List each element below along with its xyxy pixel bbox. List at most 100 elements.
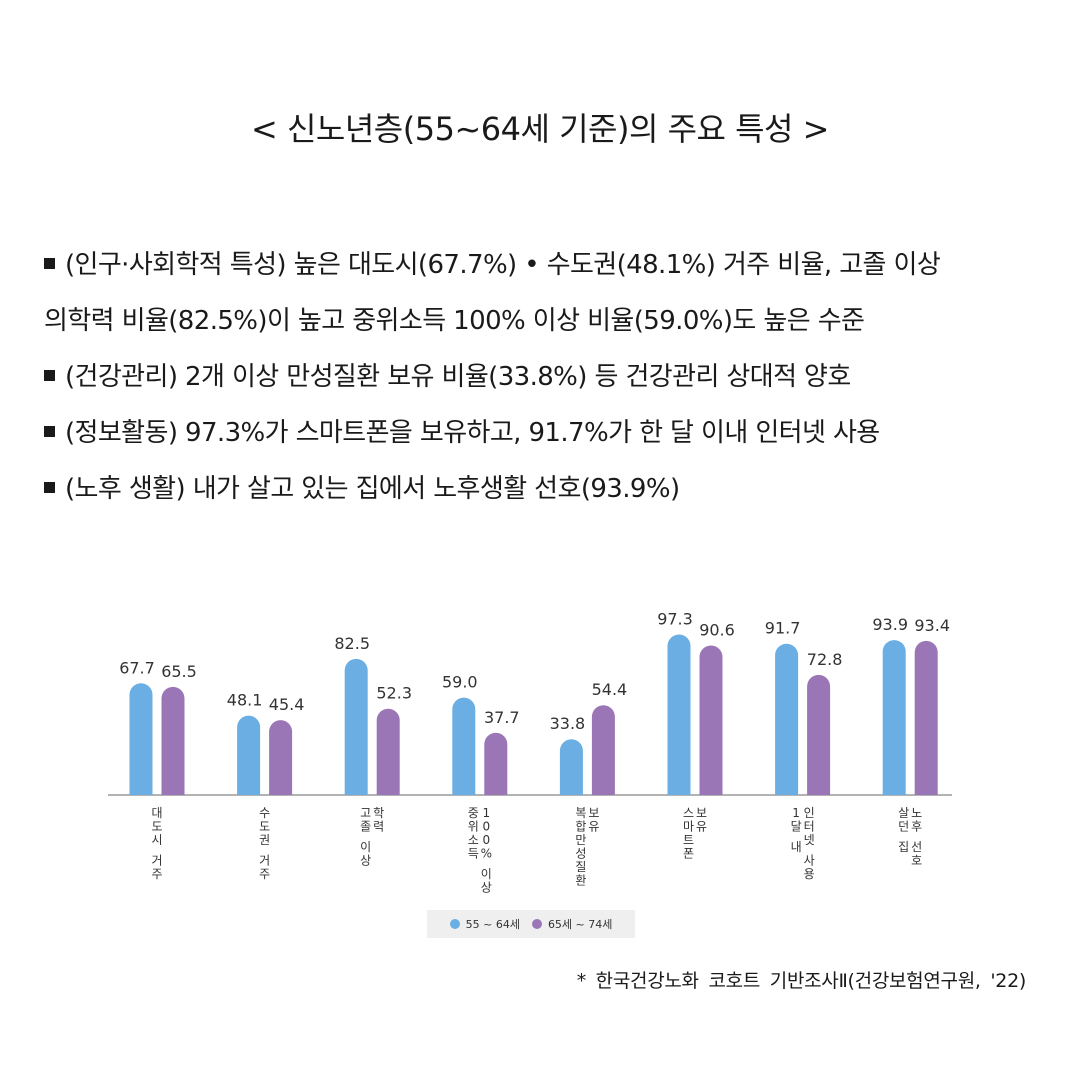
bullet-list: (인구·사회학적 특성) 높은 대도시(67.7%) • 수도권(48.1%) … xyxy=(44,244,1044,524)
category-label-char: 위 xyxy=(468,820,479,834)
data-label: 90.6 xyxy=(699,621,735,640)
bullet-square-icon xyxy=(44,258,55,269)
category-label-char: 이 xyxy=(360,840,371,854)
category-label-char: 시 xyxy=(151,833,162,847)
category-label-char: % xyxy=(481,847,492,861)
category-label-char: 넷 xyxy=(804,833,815,847)
category-label-char: 던 xyxy=(898,820,909,834)
category-label-char: 력 xyxy=(373,820,384,834)
legend-label: 55 ~ 64세 xyxy=(465,918,520,931)
category-label-char: 주 xyxy=(151,867,162,881)
data-label: 37.7 xyxy=(484,708,520,727)
category-label-char: 인 xyxy=(804,806,815,820)
bullet-text: 의학력 비율(82.5%)이 높고 중위소득 100% 이상 비율(59.0%)… xyxy=(44,306,865,336)
category-label-char: 주 xyxy=(259,867,270,881)
data-label: 93.9 xyxy=(872,615,908,634)
category-label-char: 트 xyxy=(683,833,694,847)
category-label-char: 보 xyxy=(696,806,707,820)
category-label-char: 만 xyxy=(575,833,586,847)
category-label-char: 복 xyxy=(575,806,586,820)
bar-65-74 xyxy=(376,708,400,795)
bullet-square-icon xyxy=(44,426,55,437)
category-label-char: 보 xyxy=(588,806,599,820)
category-label-char: 중 xyxy=(468,806,479,820)
category-label-char: 상 xyxy=(360,854,371,868)
data-label: 52.3 xyxy=(376,684,412,703)
category-label-char: 노 xyxy=(911,806,922,820)
category-label-char: 내 xyxy=(791,840,802,854)
bullet-square-icon xyxy=(44,370,55,381)
source-note: * 한국건강노화 코호트 기반조사Ⅱ(건강보험연구원, '22) xyxy=(576,970,1027,992)
category-label-char: 달 xyxy=(791,820,802,834)
data-label: 67.7 xyxy=(119,658,155,677)
category-label-char: 집 xyxy=(898,840,909,854)
bullet-text: (정보활동) 97.3%가 스마트폰을 보유하고, 91.7%가 한 달 이내 … xyxy=(65,418,880,448)
data-label: 48.1 xyxy=(227,691,263,710)
legend-item-55-64: 55 ~ 64세 xyxy=(449,916,520,932)
data-label: 59.0 xyxy=(442,673,478,692)
bar-55-64 xyxy=(452,697,476,795)
bullet-text: (건강관리) 2개 이상 만성질환 보유 비율(33.8%) 등 건강관리 상대… xyxy=(65,362,851,392)
data-label: 93.4 xyxy=(914,616,950,635)
bar-55-64 xyxy=(237,715,261,795)
category-label-char: 유 xyxy=(588,820,599,834)
category-label-char: 고 xyxy=(360,806,371,820)
legend-item-65-74: 65세 ~ 74세 xyxy=(531,916,613,932)
chart-legend: 55 ~ 64세 65세 ~ 74세 xyxy=(427,910,635,938)
category-label-char: 스 xyxy=(683,806,694,820)
data-label: 97.3 xyxy=(657,609,693,628)
category-label-char: 졸 xyxy=(360,820,371,834)
category-label-char: 거 xyxy=(151,854,162,868)
bar-55-64 xyxy=(882,640,906,795)
bullet-line-1-continued: 의학력 비율(82.5%)이 높고 중위소득 100% 이상 비율(59.0%)… xyxy=(44,300,1044,356)
category-label-char: 소 xyxy=(468,833,479,847)
category-label-char: 마 xyxy=(683,820,694,834)
bar-55-64 xyxy=(129,683,153,795)
bullet-line-4: (노후 생활) 내가 살고 있는 집에서 노후생활 선호(93.9%) xyxy=(44,468,1044,524)
category-label-char: 폰 xyxy=(683,847,694,861)
category-label-char: 유 xyxy=(696,820,707,834)
category-label-char: 합 xyxy=(575,820,586,834)
category-label-char: 질 xyxy=(575,860,586,874)
legend-dot-icon xyxy=(449,919,460,929)
bar-65-74 xyxy=(484,732,508,795)
page-title: < 신노년층(55~64세 기준)의 주요 특성 > xyxy=(251,110,829,148)
category-label-char: 이 xyxy=(481,867,492,881)
category-label-char: 도 xyxy=(259,820,270,834)
data-label: 45.4 xyxy=(269,695,305,714)
data-label: 54.4 xyxy=(592,680,628,699)
bar-55-64 xyxy=(344,658,368,795)
category-label-char: 사 xyxy=(804,854,815,868)
bullet-line-1: (인구·사회학적 특성) 높은 대도시(67.7%) • 수도권(48.1%) … xyxy=(44,244,1044,300)
bar-55-64 xyxy=(775,643,799,795)
data-label: 91.7 xyxy=(765,619,801,638)
category-label-char: 학 xyxy=(373,806,384,820)
bullet-text: (인구·사회학적 특성) 높은 대도시(67.7%) • 수도권(48.1%) … xyxy=(65,250,941,280)
category-label-char: 득 xyxy=(468,847,479,861)
bar-65-74 xyxy=(914,640,938,795)
category-label-char: 성 xyxy=(575,847,586,861)
category-label-char: 용 xyxy=(804,867,815,881)
category-label-char: 선 xyxy=(911,840,922,854)
bullet-line-2: (건강관리) 2개 이상 만성질환 보유 비율(33.8%) 등 건강관리 상대… xyxy=(44,356,1044,412)
category-label-char: 1 xyxy=(482,806,490,820)
bullet-square-icon xyxy=(44,482,55,493)
data-label: 33.8 xyxy=(550,714,586,733)
category-label-char: 대 xyxy=(151,806,162,820)
data-label: 72.8 xyxy=(807,650,843,669)
category-label-char: 거 xyxy=(259,854,270,868)
category-label-char: 권 xyxy=(259,833,270,847)
bar-65-74 xyxy=(269,720,293,795)
data-label: 65.5 xyxy=(161,662,197,681)
category-label-char: 후 xyxy=(911,820,922,834)
data-label: 82.5 xyxy=(334,634,370,653)
legend-label: 65세 ~ 74세 xyxy=(547,918,613,931)
bar-65-74 xyxy=(807,674,831,795)
category-label-char: 환 xyxy=(575,874,586,888)
bar-65-74 xyxy=(591,705,615,795)
bar-55-64 xyxy=(559,739,583,795)
bar-55-64 xyxy=(667,634,691,795)
category-label-char: 1 xyxy=(792,806,800,820)
bullet-text: (노후 생활) 내가 살고 있는 집에서 노후생활 선호(93.9%) xyxy=(65,474,680,504)
